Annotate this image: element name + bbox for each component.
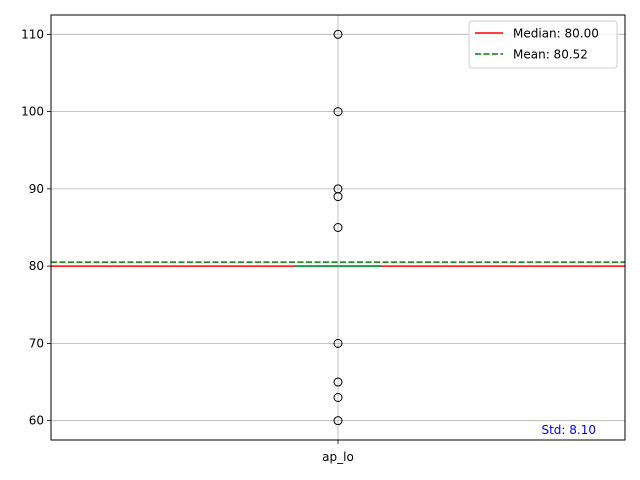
legend-label: Mean: 80.52 (513, 48, 588, 62)
outlier-points (333, 29, 343, 426)
y-tick-label: 100 (21, 105, 44, 119)
y-tick-label: 110 (21, 27, 44, 41)
y-tick-label: 60 (29, 414, 44, 428)
outlier-point (333, 107, 343, 117)
outlier-point (333, 29, 343, 39)
outlier-point (333, 338, 343, 348)
y-tick-label: 90 (29, 182, 44, 196)
outlier-point (333, 377, 343, 387)
legend: Median: 80.00 Mean: 80.52 (468, 20, 618, 69)
outlier-point (333, 192, 343, 202)
outlier-point (333, 393, 343, 402)
legend-box (468, 20, 618, 69)
y-tick-label: 80 (29, 259, 44, 273)
boxplot (294, 265, 382, 268)
x-axis: ap_lo (322, 440, 354, 464)
outlier-point (333, 223, 343, 232)
x-tick-label: ap_lo (322, 450, 354, 464)
std-annotation: Std: 8.10 (541, 423, 596, 437)
y-tick-label: 70 (29, 336, 44, 350)
legend-label: Median: 80.00 (513, 27, 599, 41)
y-axis: 60 70 80 90 100 110 (21, 27, 51, 428)
outlier-point (333, 416, 343, 426)
